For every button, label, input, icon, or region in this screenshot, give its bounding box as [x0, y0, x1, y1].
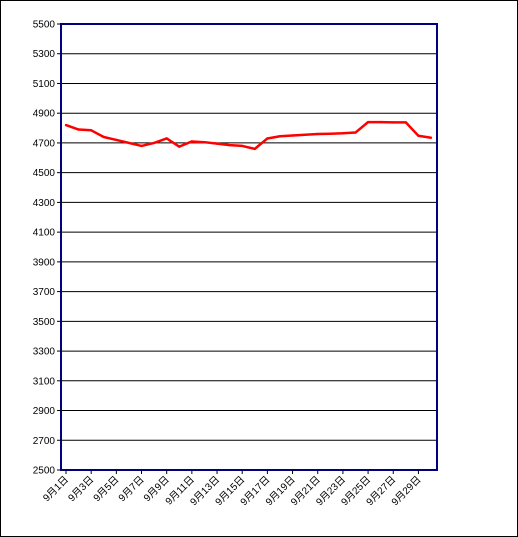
data-point	[89, 129, 93, 132]
y-tick-label: 4100	[33, 228, 56, 239]
y-tick-label: 2900	[33, 406, 56, 417]
y-tick-label: 5300	[33, 49, 56, 60]
data-point	[190, 140, 194, 143]
data-point	[77, 128, 80, 131]
x-tick-label: 9月5日	[91, 474, 121, 504]
x-axis: 9月1日9月3日9月5日9月7日9月9日9月11日9月13日9月15日9月17日…	[41, 470, 424, 508]
data-point	[417, 134, 420, 137]
x-tick-label: 9月7日	[116, 474, 146, 504]
y-tick-label: 3900	[33, 257, 56, 268]
data-point	[404, 121, 408, 124]
y-tick-label: 2700	[33, 436, 56, 447]
y-tick-label: 4900	[33, 109, 56, 120]
y-tick-label: 5500	[33, 20, 56, 31]
data-point	[102, 135, 105, 139]
data-point	[354, 131, 357, 134]
data-point	[203, 140, 206, 144]
data-point	[266, 137, 269, 140]
data-point	[228, 143, 231, 147]
gridlines	[61, 53, 437, 441]
y-tick-label: 2500	[33, 466, 56, 477]
data-point	[115, 138, 118, 142]
y-tick-label: 4700	[33, 138, 56, 149]
data-point	[278, 135, 282, 138]
x-tick-label: 9月3日	[66, 474, 96, 504]
y-tick-label: 4500	[33, 168, 56, 179]
data-point	[379, 120, 382, 124]
y-tick-label: 4300	[33, 198, 56, 209]
data-point	[253, 147, 256, 151]
series-layer	[64, 120, 433, 151]
x-tick-label: 9月1日	[41, 474, 71, 504]
data-point	[215, 142, 219, 145]
plot-area	[60, 23, 438, 471]
y-tick-label: 3100	[33, 376, 56, 387]
data-point	[429, 136, 433, 139]
y-tick-label: 5100	[33, 79, 56, 90]
data-point	[140, 144, 143, 148]
data-point	[241, 144, 244, 148]
y-tick-label: 3700	[33, 287, 56, 298]
series-line	[65, 120, 432, 151]
data-point	[303, 133, 307, 136]
data-point	[165, 137, 168, 140]
data-point	[341, 132, 345, 135]
data-point	[329, 132, 332, 135]
y-tick-label: 3500	[33, 317, 56, 328]
data-point	[291, 134, 294, 137]
data-point	[392, 121, 395, 124]
y-axis: 2500 2700 2900 3100 3300 3500 3700 3900 4100 4300…	[33, 20, 61, 477]
data-point	[64, 123, 68, 127]
data-point	[316, 132, 319, 136]
data-point	[178, 145, 181, 148]
data-point	[127, 141, 131, 145]
data-point	[366, 120, 370, 124]
data-point	[152, 141, 156, 145]
y-tick-label: 3300	[33, 347, 56, 358]
